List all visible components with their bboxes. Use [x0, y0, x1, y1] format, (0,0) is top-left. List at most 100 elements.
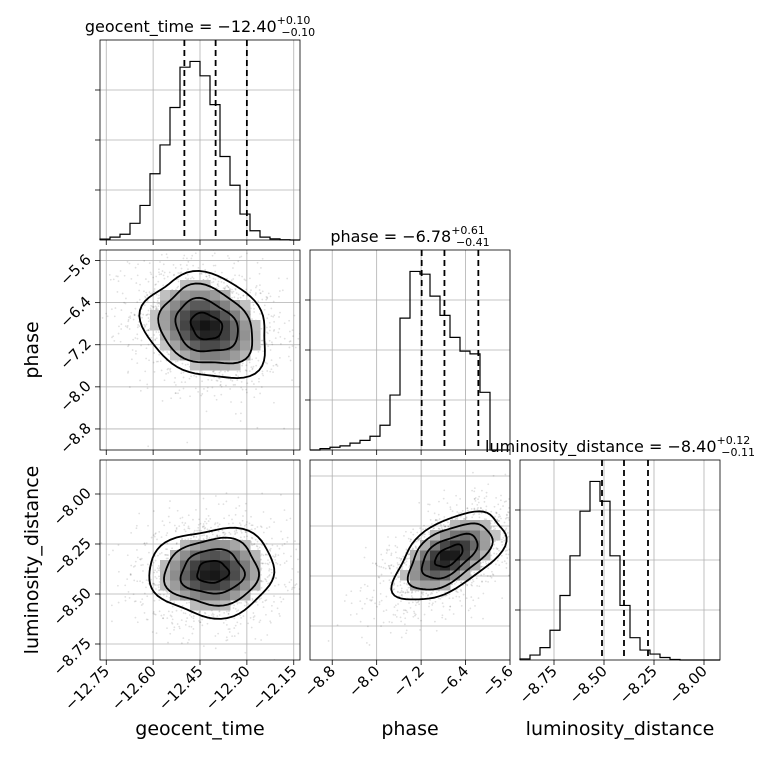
scatter-point	[233, 607, 235, 609]
scatter-point	[231, 297, 233, 299]
scatter-point	[418, 603, 420, 605]
scatter-point	[379, 603, 381, 605]
scatter-point	[213, 281, 215, 283]
scatter-point	[147, 445, 149, 447]
scatter-point	[402, 591, 404, 593]
scatter-point	[167, 372, 169, 374]
scatter-point	[356, 613, 358, 615]
scatter-point	[188, 639, 190, 641]
scatter-point	[154, 288, 156, 290]
scatter-point	[406, 629, 408, 631]
scatter-point	[228, 257, 230, 259]
scatter-point	[206, 276, 208, 278]
scatter-point	[144, 544, 146, 546]
scatter-point	[211, 387, 213, 389]
scatter-point	[274, 585, 276, 587]
scatter-point	[54, 285, 56, 287]
scatter-point	[390, 554, 392, 556]
scatter-point	[394, 606, 396, 608]
scatter-point	[187, 274, 189, 276]
scatter-point	[412, 534, 414, 536]
scatter-point	[158, 569, 160, 571]
scatter-point	[261, 526, 263, 528]
scatter-point	[279, 357, 281, 359]
scatter-point	[475, 500, 477, 502]
scatter-point	[205, 508, 207, 510]
scatter-point	[231, 289, 233, 291]
scatter-point	[442, 602, 444, 604]
scatter-point	[308, 568, 310, 570]
scatter-point	[225, 501, 227, 503]
scatter-point	[240, 412, 242, 414]
scatter-point	[166, 627, 168, 629]
scatter-point	[512, 543, 514, 545]
scatter-point	[137, 338, 139, 340]
scatter-point	[240, 256, 242, 258]
scatter-point	[244, 525, 246, 527]
scatter-point	[214, 271, 216, 273]
scatter-point	[471, 582, 473, 584]
scatter-point	[159, 594, 161, 596]
scatter-point	[495, 497, 497, 499]
scatter-point	[221, 272, 223, 274]
scatter-point	[508, 517, 510, 519]
scatter-point	[443, 498, 445, 500]
scatter-point	[160, 273, 162, 275]
scatter-point	[291, 588, 293, 590]
scatter-point	[292, 345, 294, 347]
scatter-point	[148, 329, 150, 331]
scatter-point	[181, 268, 183, 270]
scatter-point	[286, 560, 288, 562]
scatter-point	[535, 512, 537, 514]
scatter-point	[271, 569, 273, 571]
scatter-point	[271, 341, 273, 343]
scatter-point	[175, 392, 177, 394]
scatter-point	[260, 581, 262, 583]
scatter-point	[493, 548, 495, 550]
scatter-point	[482, 618, 484, 620]
scatter-point	[153, 362, 155, 364]
scatter-point	[137, 326, 139, 328]
scatter-point	[279, 312, 281, 314]
scatter-point	[215, 647, 217, 649]
scatter-point	[487, 483, 489, 485]
scatter-point	[136, 549, 138, 551]
scatter-point	[470, 596, 472, 598]
scatter-point	[275, 337, 277, 339]
scatter-point	[121, 309, 123, 311]
scatter-point	[294, 587, 296, 589]
scatter-point	[141, 317, 143, 319]
scatter-point	[227, 639, 229, 641]
scatter-point	[266, 327, 268, 329]
scatter-point	[395, 551, 397, 553]
scatter-point	[201, 535, 203, 537]
scatter-point	[202, 526, 204, 528]
scatter-point	[413, 611, 415, 613]
scatter-point	[364, 603, 366, 605]
scatter-point	[187, 261, 189, 263]
scatter-point	[512, 544, 514, 546]
scatter-point	[225, 533, 227, 535]
scatter-point	[253, 304, 255, 306]
scatter-point	[503, 540, 505, 542]
scatter-point	[286, 519, 288, 521]
scatter-point	[546, 500, 548, 502]
scatter-point	[478, 585, 480, 587]
scatter-point	[162, 520, 164, 522]
scatter-point	[505, 563, 507, 565]
scatter-point	[512, 551, 514, 553]
scatter-point	[156, 571, 158, 573]
scatter-point	[270, 349, 272, 351]
scatter-point	[245, 531, 247, 533]
scatter-point	[241, 532, 243, 534]
scatter-point	[415, 546, 417, 548]
scatter-point	[124, 584, 126, 586]
scatter-point	[155, 588, 157, 590]
scatter-point	[278, 277, 280, 279]
scatter-point	[226, 636, 228, 638]
scatter-point	[260, 597, 262, 599]
scatter-point	[397, 577, 399, 579]
scatter-point	[246, 392, 248, 394]
scatter-point	[139, 284, 141, 286]
scatter-point	[148, 344, 150, 346]
